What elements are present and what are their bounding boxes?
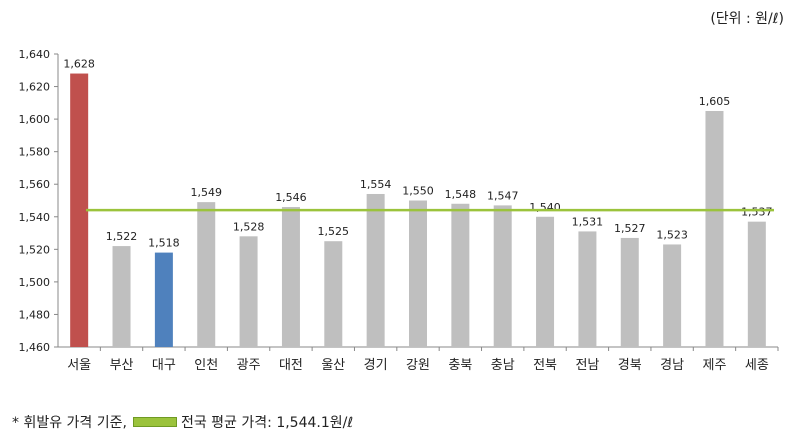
x-tick-label: 전남 — [575, 358, 599, 373]
x-tick-label: 인천 — [194, 358, 218, 373]
bar — [154, 252, 173, 347]
footer-note: * 휘발유 가격 기준, — [12, 415, 127, 431]
y-tick-label: 1,560 — [19, 178, 51, 191]
bar-value-label: 1,537 — [741, 206, 773, 219]
unit-label: (단위 : 원/ℓ) — [710, 11, 784, 27]
y-tick-label: 1,540 — [19, 211, 51, 224]
bar-value-label: 1,531 — [572, 215, 604, 228]
x-tick-label: 광주 — [237, 358, 261, 373]
bar-value-label: 1,548 — [445, 188, 477, 201]
bar-value-label: 1,518 — [148, 237, 180, 250]
y-tick-label: 1,600 — [19, 113, 51, 126]
bar-value-label: 1,549 — [190, 186, 222, 199]
avg-line-legend-swatch — [132, 417, 177, 427]
y-tick-label: 1,480 — [19, 308, 51, 321]
bar — [324, 241, 343, 347]
x-tick-label: 충남 — [491, 358, 515, 373]
x-tick-label: 충북 — [448, 358, 472, 373]
bar-value-label: 1,523 — [656, 228, 688, 241]
bar — [197, 202, 216, 347]
bar-value-label: 1,546 — [275, 191, 307, 204]
bar — [493, 205, 512, 347]
bar-value-label: 1,525 — [318, 225, 350, 238]
bar — [620, 237, 639, 347]
x-tick-label: 대구 — [152, 358, 176, 373]
bar — [70, 73, 89, 348]
bar — [281, 207, 300, 347]
y-tick-label: 1,620 — [19, 81, 51, 94]
chart-footer: * 휘발유 가격 기준, 전국 평균 가격: 1,544.1원/ℓ — [12, 412, 353, 432]
bar-value-label: 1,605 — [699, 95, 731, 108]
bar-value-label: 1,550 — [402, 185, 434, 198]
x-tick-label: 서울 — [67, 358, 91, 373]
bar — [705, 110, 724, 347]
x-tick-label: 대전 — [279, 358, 303, 373]
bar — [112, 246, 131, 347]
bar — [747, 221, 766, 347]
y-tick-label: 1,640 — [19, 48, 51, 61]
x-tick-label: 경기 — [364, 358, 388, 373]
x-tick-label: 울산 — [321, 358, 345, 373]
bar — [536, 216, 555, 347]
y-tick-label: 1,520 — [19, 243, 51, 256]
bar-value-label: 1,628 — [63, 58, 95, 71]
bar-value-label: 1,528 — [233, 220, 265, 233]
bar — [578, 231, 597, 347]
bar — [663, 244, 682, 347]
y-tick-label: 1,580 — [19, 146, 51, 159]
x-tick-label: 부산 — [110, 358, 134, 373]
bar-value-label: 1,522 — [106, 230, 138, 243]
x-tick-label: 경남 — [660, 358, 684, 373]
x-tick-label: 제주 — [703, 358, 727, 373]
bar-chart: 1,460 1,480 1,500 1,520 1,540 1,560 1,580 1,600… — [19, 48, 779, 373]
x-tick-label: 전북 — [533, 358, 557, 373]
y-tick-label: 1,460 — [19, 341, 51, 354]
bar — [239, 236, 258, 347]
bar — [451, 203, 470, 347]
bar-value-label: 1,547 — [487, 189, 519, 202]
x-tick-label: 세종 — [745, 358, 769, 373]
bar-value-label: 1,540 — [529, 201, 561, 214]
bar — [409, 200, 427, 347]
bar-value-label: 1,554 — [360, 178, 392, 191]
x-tick-label: 경북 — [618, 358, 642, 373]
y-tick-label: 1,500 — [19, 276, 51, 289]
avg-line-legend-label: 전국 평균 가격: 1,544.1원/ℓ — [180, 415, 354, 431]
bar — [366, 193, 385, 347]
bar-value-label: 1,527 — [614, 222, 646, 235]
x-tick-label: 강원 — [406, 358, 430, 373]
